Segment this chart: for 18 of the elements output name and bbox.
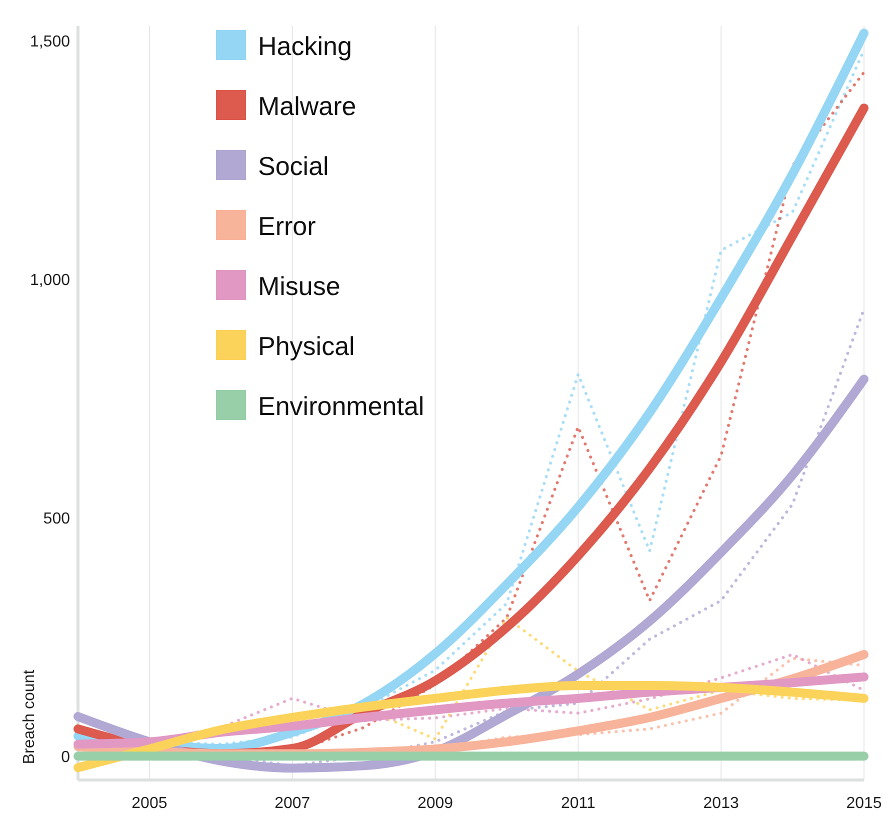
x-tick-label: 2011 xyxy=(560,795,596,812)
legend-label: Error xyxy=(258,211,316,241)
y-tick-label: 1,500 xyxy=(30,33,70,50)
legend-label: Social xyxy=(258,151,329,181)
x-tick-label: 2005 xyxy=(132,795,168,812)
x-tick-label: 2013 xyxy=(703,795,739,812)
legend-label: Malware xyxy=(258,91,356,121)
y-tick-label: 1,000 xyxy=(30,272,70,289)
legend-label: Physical xyxy=(258,331,355,361)
x-tick-label: 2007 xyxy=(274,795,310,812)
y-tick-label: 0 xyxy=(61,749,70,766)
legend-label: Misuse xyxy=(258,271,340,301)
y-axis-title: Breach count xyxy=(21,669,38,764)
legend-label: Environmental xyxy=(258,391,424,421)
x-tick-label: 2009 xyxy=(417,795,454,812)
x-tick-label: 2015 xyxy=(846,795,882,812)
legend-label: Hacking xyxy=(258,31,352,61)
y-tick-label: 500 xyxy=(43,510,70,528)
